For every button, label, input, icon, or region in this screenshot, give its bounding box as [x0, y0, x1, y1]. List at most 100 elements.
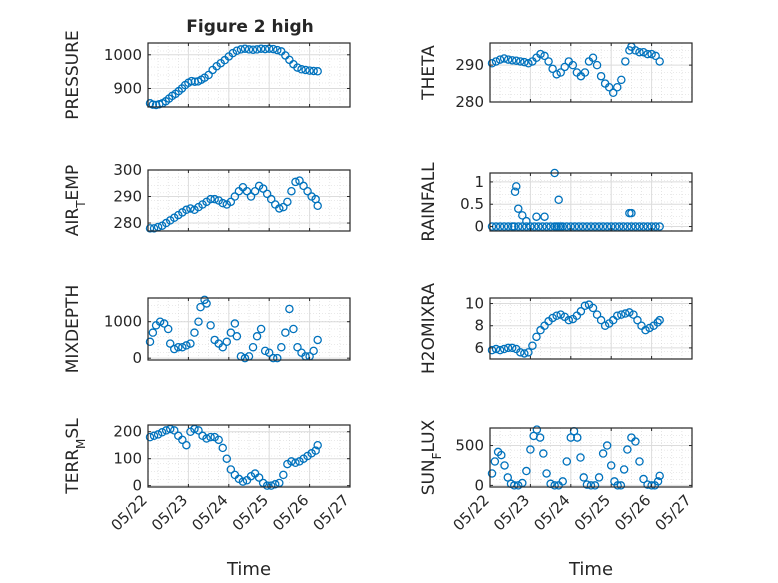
data-point [246, 192, 256, 201]
data-point [590, 481, 600, 490]
data-point [548, 313, 557, 323]
data-point [230, 192, 240, 201]
data-point [222, 337, 232, 347]
data-point [196, 302, 205, 312]
data-point [600, 321, 610, 330]
data-point [655, 315, 664, 325]
data-point [309, 66, 318, 76]
data-point [309, 346, 318, 356]
data-point [509, 222, 519, 231]
data-point [524, 59, 533, 68]
data-point [580, 301, 590, 311]
data-point [240, 353, 250, 363]
y-axis-label: TERRMSL [63, 418, 88, 495]
x-tick-label: 05/23 [490, 491, 533, 534]
data-point [586, 222, 596, 231]
data-point [145, 337, 155, 347]
data-point [631, 46, 640, 55]
x-tick-label: 05/22 [450, 491, 493, 534]
data-point [236, 45, 246, 54]
data-point [629, 310, 638, 319]
data-point [556, 68, 565, 77]
data-point [297, 65, 306, 74]
data-point [579, 473, 588, 482]
y-tick-label: 290 [455, 56, 484, 74]
data-point [218, 342, 227, 352]
axes-box [147, 169, 351, 232]
data-point [647, 481, 656, 490]
data-point [562, 222, 572, 231]
data-point [500, 461, 509, 470]
data-point [633, 315, 642, 325]
data-point [574, 222, 584, 231]
data-point [248, 342, 258, 352]
data-point [514, 222, 523, 231]
data-point [526, 445, 535, 454]
y-tick-label: 0 [132, 349, 142, 367]
data-point [186, 204, 195, 213]
data-point [617, 310, 626, 319]
data-point [592, 310, 602, 319]
data-point [522, 466, 531, 476]
y-axis-label: AIRTEMP [63, 165, 88, 236]
x-tick-label: 05/24 [188, 491, 231, 534]
data-point [631, 222, 640, 231]
data-point [544, 57, 553, 66]
data-point [313, 440, 322, 450]
data-point [182, 440, 191, 450]
data-point [562, 457, 572, 466]
data-point [145, 432, 155, 442]
data-point [186, 339, 195, 348]
data-point [273, 45, 282, 55]
data-point [512, 56, 521, 65]
data-point [260, 346, 270, 356]
data-point [293, 63, 302, 72]
data-point [568, 60, 578, 70]
data-point [490, 457, 500, 466]
data-point [266, 194, 276, 204]
data-point [602, 441, 612, 450]
data-point [653, 318, 662, 327]
axes-box [489, 42, 693, 103]
data-point [542, 222, 551, 231]
data-point [503, 222, 513, 231]
data-point [639, 47, 648, 57]
data-point [514, 204, 523, 213]
subplot-top-left: 900 1000 PRESSURE [63, 30, 351, 120]
data-point [487, 222, 497, 231]
data-point [558, 477, 567, 486]
axes-box [147, 424, 351, 488]
data-point [503, 343, 513, 353]
data-point [262, 189, 272, 199]
data-point [145, 224, 155, 233]
axes-box [489, 172, 693, 232]
y-tick-label: 0 [132, 477, 142, 495]
x-axis-label: Time [568, 559, 613, 580]
data-point [532, 425, 542, 434]
data-point [250, 186, 260, 196]
data-point [538, 222, 547, 231]
data-point [596, 315, 606, 325]
x-axis-label: Time [226, 559, 271, 580]
data-point [596, 71, 606, 81]
data-point [653, 477, 663, 486]
data-point [287, 457, 296, 466]
data-point [617, 75, 626, 85]
data-point [613, 481, 622, 490]
y-tick-label: 100 [113, 450, 142, 468]
data-point [619, 465, 629, 474]
data-point [174, 342, 183, 352]
data-point [594, 473, 604, 482]
data-point [268, 44, 278, 54]
data-point [210, 194, 219, 204]
data-point [279, 470, 288, 480]
x-tick-label: 05/25 [571, 491, 614, 534]
data-point [495, 345, 505, 355]
data-point [635, 222, 644, 231]
data-point [520, 349, 529, 358]
subplot-second-left: 280 290 300 AIRTEMP [63, 161, 351, 236]
data-point [497, 450, 506, 460]
y-axis-label: H2OMIXRA [419, 283, 439, 374]
